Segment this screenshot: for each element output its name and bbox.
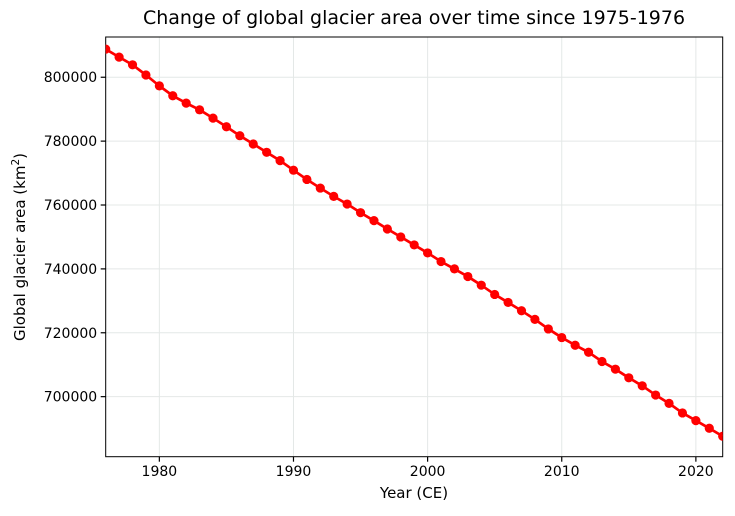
data-point xyxy=(369,216,379,226)
x-axis-label: Year (CE) xyxy=(379,484,448,502)
data-point xyxy=(463,271,473,282)
data-point xyxy=(583,347,594,357)
x-tick-label: 2010 xyxy=(544,464,580,480)
data-point xyxy=(677,408,688,418)
data-point xyxy=(718,431,723,441)
data-point xyxy=(423,248,433,258)
data-point xyxy=(329,191,339,201)
data-point xyxy=(262,147,272,157)
y-tick-label: 780000 xyxy=(44,134,97,150)
y-tick-label: 740000 xyxy=(44,262,97,278)
data-point xyxy=(503,297,513,308)
data-point xyxy=(557,332,567,343)
data-point xyxy=(651,390,661,400)
data-point xyxy=(382,224,392,234)
data-point xyxy=(288,165,299,175)
y-tick-label: 700000 xyxy=(44,390,97,406)
data-point xyxy=(221,122,232,132)
data-point xyxy=(248,139,258,149)
data-point xyxy=(105,44,111,54)
data-point xyxy=(637,381,647,391)
x-tick-label: 2000 xyxy=(410,464,446,480)
data-point xyxy=(154,81,164,91)
data-point xyxy=(691,416,701,426)
data-series xyxy=(105,44,723,441)
data-point xyxy=(396,232,406,242)
y-axis-label-prefix: Global glacier area (km xyxy=(11,166,29,341)
data-point xyxy=(449,264,460,274)
data-point xyxy=(476,280,486,290)
data-point xyxy=(409,240,419,250)
data-point xyxy=(704,423,714,433)
data-point xyxy=(141,70,151,80)
data-point xyxy=(516,306,527,316)
grid-layer xyxy=(105,37,723,457)
x-tick-label: 1980 xyxy=(142,464,178,480)
y-axis-label-suffix: ) xyxy=(11,153,29,159)
data-point xyxy=(168,91,178,101)
tick-layer: 1980 1990 2000 2010 2020 700000 720000 740000 76… xyxy=(44,70,714,480)
data-point xyxy=(315,183,325,193)
y-tick-label: 760000 xyxy=(44,198,97,214)
data-point xyxy=(624,373,634,383)
data-point xyxy=(127,60,138,70)
data-point xyxy=(114,52,124,62)
x-tick-label: 2020 xyxy=(678,464,714,480)
data-point xyxy=(275,156,285,166)
data-point xyxy=(342,199,352,209)
data-point xyxy=(543,324,553,334)
x-tick-label: 1990 xyxy=(276,464,312,480)
data-point xyxy=(302,174,312,185)
data-point xyxy=(194,105,205,115)
data-point xyxy=(355,208,366,218)
data-point xyxy=(597,356,607,367)
data-point xyxy=(181,98,191,108)
chart-title: Change of global glacier area over time … xyxy=(143,7,685,29)
y-tick-label: 800000 xyxy=(44,70,97,86)
data-point xyxy=(610,364,620,374)
data-point xyxy=(664,398,674,408)
plot-border xyxy=(105,36,724,458)
y-axis-label: Global glacier area (km2) xyxy=(10,153,29,341)
data-point xyxy=(490,289,500,300)
data-point xyxy=(436,256,446,267)
data-point xyxy=(208,113,218,123)
data-point xyxy=(530,314,540,324)
data-point xyxy=(570,340,580,350)
data-point xyxy=(235,131,245,141)
y-tick-label: 720000 xyxy=(44,326,97,342)
y-axis-label-superscript: 2 xyxy=(10,159,22,166)
